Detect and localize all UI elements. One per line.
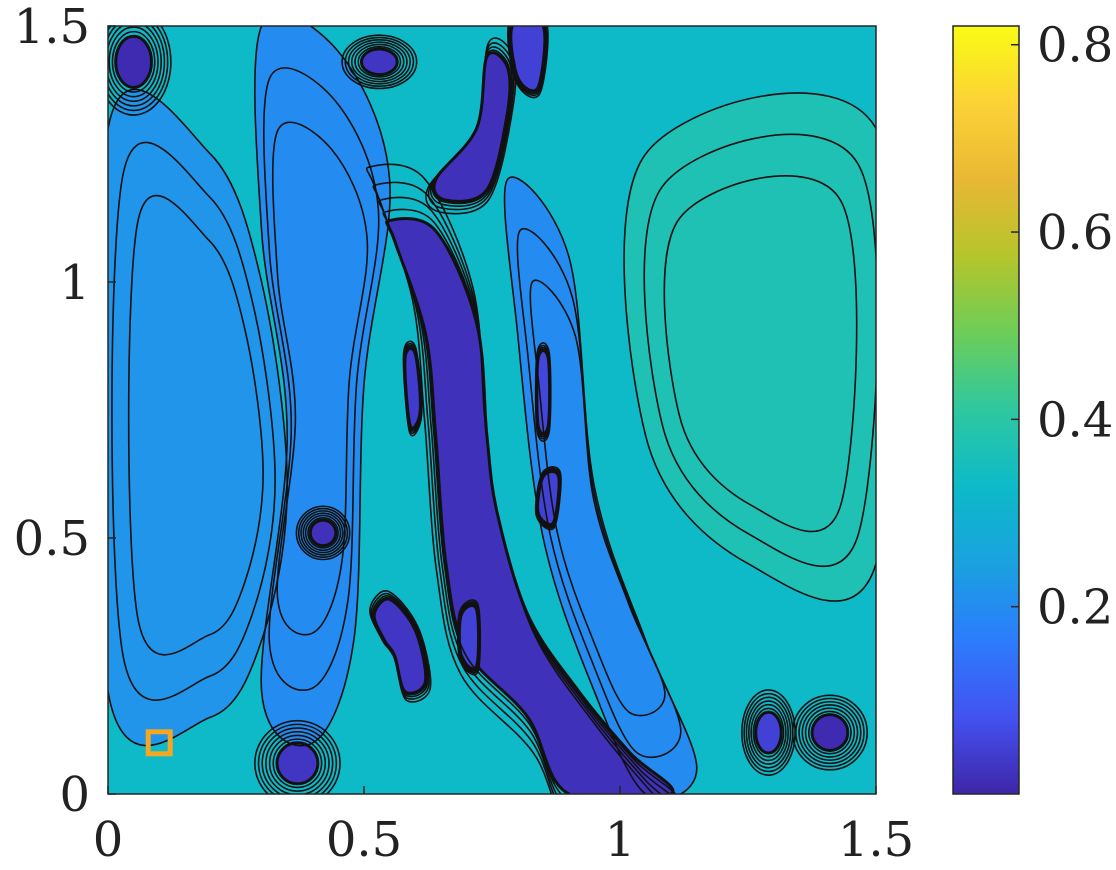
y-axis: 0 0.5 1 1.5: [14, 0, 116, 823]
top-center-well-ring-3: [350, 41, 408, 83]
left-band-contour-1: [111, 141, 276, 701]
center-left-band-contour-0: [254, 26, 391, 747]
x-axis: 0 0.5 1 1.5: [93, 786, 914, 868]
center-left-band: [254, 26, 391, 746]
left-mid-well-ring-2: [304, 514, 342, 552]
left-band: [108, 89, 288, 746]
right-basin-contour-1: [643, 133, 876, 567]
left-mid-well-ring-1: [307, 516, 339, 549]
x-tick-label-3: 1.5: [838, 812, 914, 868]
left-mid-well-ring-3: [302, 512, 344, 554]
left-mid-well-ring-5: [297, 507, 349, 558]
x-tick-label-0: 0: [93, 812, 124, 868]
bottom-left-well-ring-2: [268, 734, 327, 792]
y-tick-label-1: 0.5: [14, 511, 90, 567]
bottom-left-well-ring-1: [272, 738, 323, 789]
plot-area: [108, 26, 876, 794]
bottom-right-well-2-ring-4: [745, 696, 792, 769]
bottom-right-well-2: [754, 710, 783, 755]
plot-frame: [107, 25, 877, 795]
colorbar-tick-label-0: 0.2: [1037, 580, 1113, 636]
top-center-well-ring-4: [347, 39, 411, 85]
right-basin: [624, 93, 876, 602]
center-left-band-contour-2: [271, 121, 369, 636]
top-left-well: [114, 34, 154, 89]
bottom-right-well-ring-3: [801, 704, 859, 761]
bottom-right-well-2-ring-2: [750, 703, 787, 762]
top-center-well-ring-5: [344, 36, 415, 87]
y-tick-label-2: 1: [59, 255, 90, 311]
left-mid-well-ring-6: [295, 505, 351, 561]
mid-value-layer: [108, 26, 876, 794]
bottom-right-well-ring-4: [798, 700, 862, 765]
bottom-right-well-ring-1: [807, 710, 852, 755]
bottom-left-well-ring-6: [254, 719, 341, 794]
top-center-well: [359, 47, 399, 77]
bottom-left-well-ring-5: [257, 723, 338, 794]
colorbar: 0.2 0.4 0.6 0.8: [952, 18, 1113, 795]
top-strip-ring-0: [507, 26, 549, 99]
colorbar-tick-label-3: 0.8: [1037, 18, 1113, 74]
bottom-left-well-ring-4: [261, 727, 334, 794]
top-left-well-ring-2: [108, 26, 159, 98]
upper-channel-ring-3: [431, 49, 512, 205]
center-right-band-contour-2: [529, 279, 666, 717]
right-basin-contour-0: [623, 92, 876, 602]
bottom-right-well-ring-2: [804, 707, 856, 758]
top-left-well-ring-3: [108, 26, 162, 103]
left-vein-ring-3: [403, 346, 422, 431]
bottom-left-well-ring-3: [265, 730, 330, 794]
left-branch-ring-3: [372, 596, 428, 696]
bottom-right-well-2-ring-5: [743, 692, 794, 773]
top-center-well-ring-6: [341, 34, 418, 90]
colorbar-tick-label-2: 0.6: [1037, 205, 1113, 261]
left-mid-well: [308, 518, 338, 548]
y-tick-label-3: 1.5: [14, 0, 90, 55]
mid-spot-ring-3: [535, 348, 551, 436]
center-right-band: [504, 177, 697, 794]
main-channel-ring-3: [382, 208, 677, 794]
colorbar-ticks: 0.2 0.4 0.6 0.8: [1011, 18, 1113, 636]
top-left-well-ring-1: [111, 30, 156, 93]
top-center-well-ring-1: [357, 45, 402, 78]
right-branch-spot-ring-3: [458, 603, 480, 671]
colorbar-tick-label-1: 0.4: [1037, 392, 1113, 448]
left-band-contour-2: [127, 194, 264, 656]
bottom-left-well: [275, 741, 320, 786]
top-left-well-ring-5: [108, 26, 169, 112]
colorbar-gradient: [952, 25, 1020, 795]
y-tick-label-0: 0: [59, 767, 90, 823]
top-left-well-ring-4: [108, 26, 166, 107]
top-center-well-ring-2: [354, 43, 405, 81]
lower-mid-spot-ring-3: [536, 469, 561, 527]
left-mid-well-ring-4: [300, 510, 346, 556]
right-basin-contour-2: [663, 175, 858, 533]
bottom-right-well-2-ring-6: [741, 689, 796, 776]
x-tick-label-1: 0.5: [326, 812, 402, 868]
bottom-right-well-2-ring-1: [752, 707, 785, 758]
bottom-right-well: [810, 713, 850, 752]
top-strip-ring-3: [509, 26, 547, 93]
marker-square: [145, 729, 173, 757]
top-left-well-ring-6: [108, 26, 172, 116]
x-tick-label-2: 1: [605, 812, 636, 868]
bottom-right-well-2-ring-3: [747, 700, 789, 765]
